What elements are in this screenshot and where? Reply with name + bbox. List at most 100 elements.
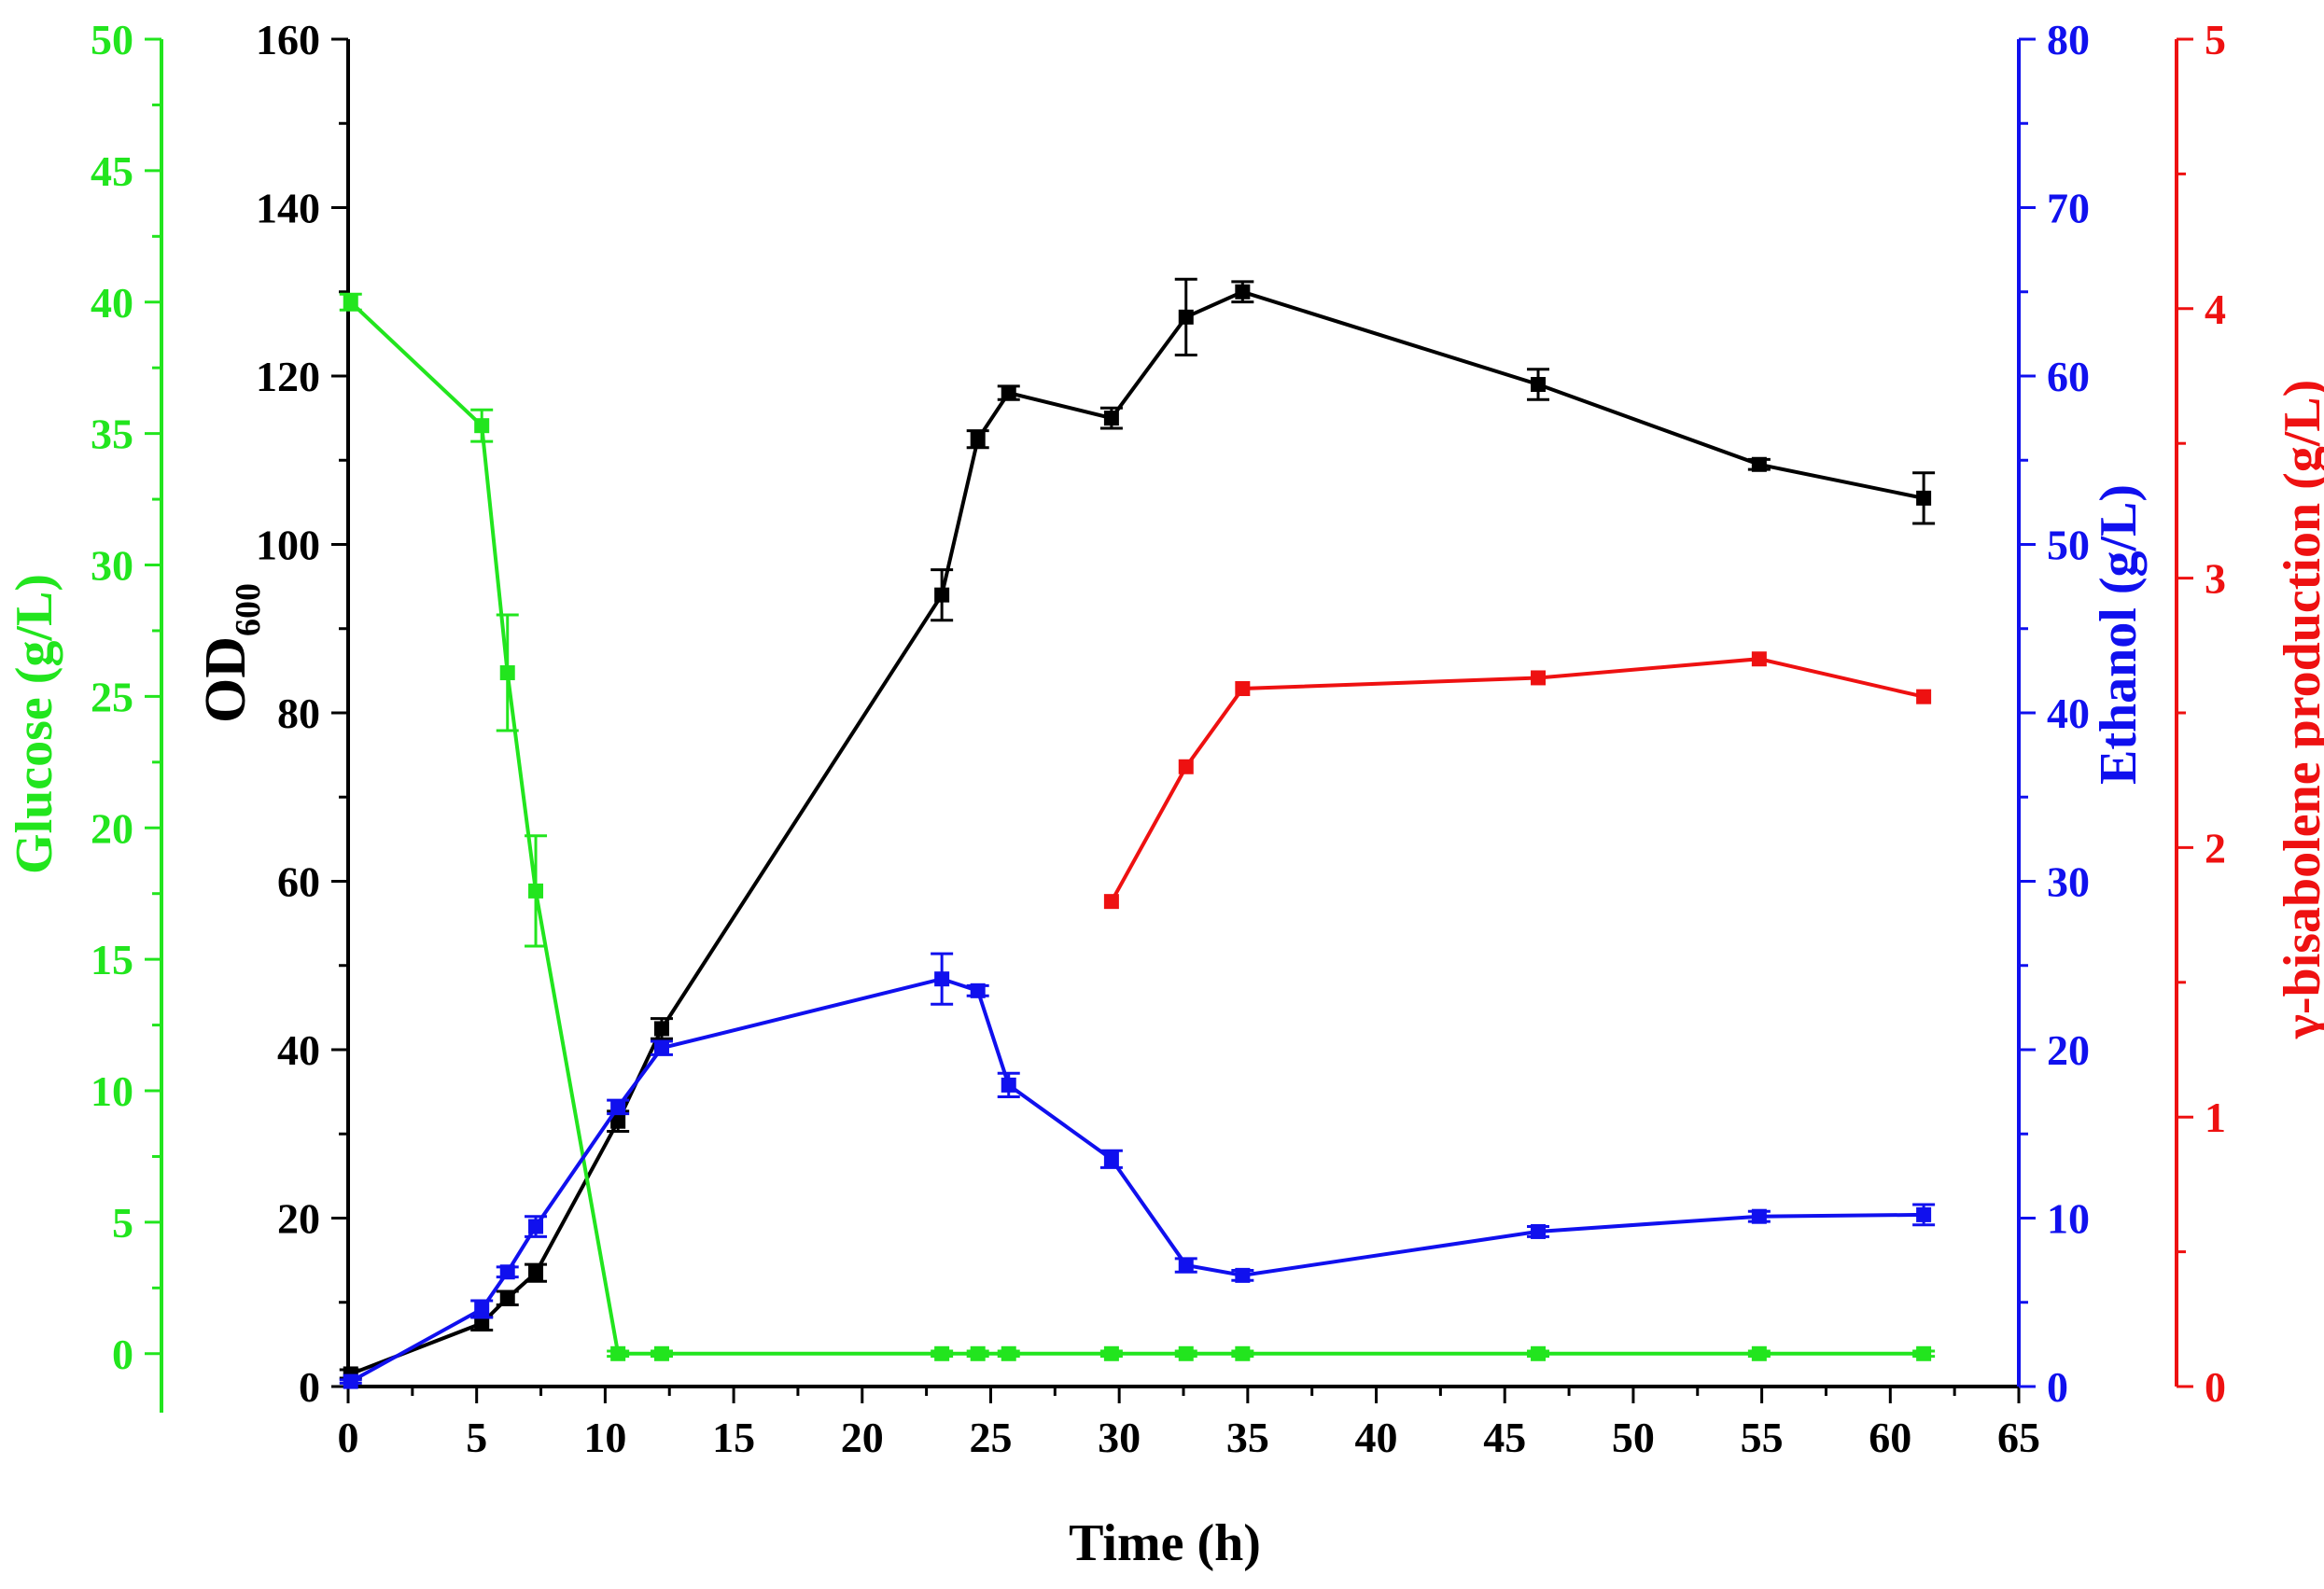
data-point bbox=[528, 1265, 544, 1281]
x-axis: 0 5 10 15 20 25 30 35 40 45 50 55 60 65 bbox=[338, 1385, 2040, 1461]
data-point bbox=[653, 1345, 669, 1361]
glucose-axis: 0 5 10 15 20 25 30 35 40 45 50 bbox=[91, 16, 163, 1413]
data-point bbox=[1103, 1345, 1119, 1361]
od-axis: 0 20 40 60 80 100 120 140 160 bbox=[256, 16, 350, 1411]
data-point bbox=[1178, 759, 1194, 774]
od-tick-label: 140 bbox=[256, 185, 320, 232]
data-point bbox=[1178, 1258, 1194, 1274]
x-tick-label: 55 bbox=[1741, 1414, 1784, 1461]
series--bisabolene bbox=[1103, 651, 1932, 910]
glucose-tick-label: 40 bbox=[91, 279, 133, 327]
data-point bbox=[610, 1113, 626, 1129]
x-tick-label: 65 bbox=[1997, 1414, 2040, 1461]
data-point bbox=[1751, 1208, 1767, 1224]
data-point bbox=[1916, 490, 1932, 506]
x-tick-label: 30 bbox=[1098, 1414, 1141, 1461]
data-point bbox=[1916, 1206, 1932, 1222]
od-label-main: OD bbox=[194, 636, 258, 723]
data-point bbox=[499, 1290, 515, 1306]
glucose-tick-label: 5 bbox=[112, 1199, 133, 1247]
data-point bbox=[1001, 385, 1016, 401]
data-point bbox=[1178, 309, 1194, 325]
data-point bbox=[1916, 689, 1932, 704]
bisabolene-axis: 0 1 2 3 4 5 bbox=[2175, 16, 2226, 1411]
data-point bbox=[970, 1345, 986, 1361]
od-tick-label: 120 bbox=[256, 353, 320, 400]
x-tick-label: 5 bbox=[466, 1414, 487, 1461]
series-layer bbox=[339, 277, 1936, 1389]
x-tick-label: 50 bbox=[1612, 1414, 1655, 1461]
od-tick-label: 160 bbox=[256, 16, 320, 63]
ethanol-axis-title: Ethanol (g/L) bbox=[2090, 484, 2148, 785]
data-point bbox=[474, 1316, 490, 1331]
ethanol-tick-label: 0 bbox=[2047, 1363, 2068, 1411]
od-tick-label: 20 bbox=[277, 1195, 320, 1243]
ethanol-tick-label: 80 bbox=[2047, 16, 2090, 63]
glucose-axis-title: Glucose (g/L) bbox=[6, 574, 63, 874]
od-tick-label: 0 bbox=[299, 1363, 320, 1411]
data-point bbox=[1103, 1151, 1119, 1167]
data-point bbox=[934, 1345, 950, 1361]
data-point bbox=[1531, 1345, 1547, 1361]
ethanol-tick-label: 30 bbox=[2047, 858, 2090, 906]
x-tick-label: 40 bbox=[1355, 1414, 1398, 1461]
glucose-tick-label: 30 bbox=[91, 542, 133, 590]
series-line bbox=[1110, 657, 1925, 903]
ethanol-tick-label: 20 bbox=[2047, 1026, 2090, 1074]
data-point bbox=[1751, 651, 1767, 667]
axes-layer: 0 5 10 15 20 25 30 35 40 45 50 55 60 6505101520253035… bbox=[91, 16, 2226, 1461]
bisabolene-tick-label: 3 bbox=[2205, 555, 2226, 603]
od600-axis-title: OD600 bbox=[194, 583, 268, 723]
data-point bbox=[610, 1345, 626, 1361]
data-point bbox=[1001, 1077, 1016, 1093]
data-point bbox=[474, 1301, 490, 1317]
ethanol-tick-label: 70 bbox=[2047, 185, 2090, 232]
data-point bbox=[499, 1264, 515, 1280]
data-point bbox=[970, 431, 986, 447]
ethanol-tick-label: 10 bbox=[2047, 1195, 2090, 1243]
x-tick-label: 15 bbox=[712, 1414, 755, 1461]
data-point bbox=[474, 418, 490, 434]
series-line bbox=[350, 289, 1925, 1376]
data-point bbox=[1178, 1345, 1194, 1361]
glucose-tick-label: 15 bbox=[91, 936, 133, 983]
data-point bbox=[1531, 1223, 1547, 1239]
od-tick-label: 40 bbox=[277, 1026, 320, 1074]
data-point bbox=[1235, 681, 1251, 697]
data-point bbox=[653, 1021, 669, 1037]
ethanol-tick-label: 60 bbox=[2047, 353, 2090, 400]
data-point bbox=[1235, 1345, 1251, 1361]
x-tick-label: 60 bbox=[1869, 1414, 1911, 1461]
bisabolene-tick-label: 2 bbox=[2205, 824, 2226, 871]
glucose-tick-label: 50 bbox=[91, 16, 133, 63]
od-tick-label: 60 bbox=[277, 858, 320, 906]
bisabolene-tick-label: 5 bbox=[2205, 16, 2226, 63]
data-point bbox=[343, 294, 358, 310]
data-point bbox=[343, 1373, 358, 1389]
x-axis-title: Time (h) bbox=[1069, 1514, 1261, 1572]
data-point bbox=[499, 665, 515, 681]
x-tick-label: 20 bbox=[841, 1414, 884, 1461]
data-point bbox=[934, 587, 950, 603]
data-point bbox=[653, 1040, 669, 1056]
glucose-tick-label: 0 bbox=[112, 1331, 133, 1378]
data-point bbox=[528, 1219, 544, 1234]
x-tick-label: 0 bbox=[338, 1414, 359, 1461]
data-point bbox=[1235, 1267, 1251, 1283]
bisabolene-tick-label: 0 bbox=[2205, 1363, 2226, 1411]
od-tick-label: 80 bbox=[277, 690, 320, 737]
bisabolene-tick-label: 4 bbox=[2205, 286, 2226, 333]
glucose-tick-label: 20 bbox=[91, 804, 133, 852]
ethanol-tick-label: 40 bbox=[2047, 690, 2090, 737]
data-point bbox=[528, 883, 544, 899]
ethanol-tick-label: 50 bbox=[2047, 522, 2090, 569]
data-point bbox=[1103, 411, 1119, 426]
ethanol-axis: 0 10 20 30 40 50 60 70 80 bbox=[2017, 16, 2090, 1411]
data-point bbox=[610, 1099, 626, 1115]
data-point bbox=[1001, 1345, 1016, 1361]
data-point bbox=[1235, 284, 1251, 300]
glucose-tick-label: 25 bbox=[91, 673, 133, 720]
series-od600 bbox=[339, 277, 1936, 1382]
bisabolene-axis-title: γ-bisabolene production (g/L) bbox=[2274, 380, 2324, 1040]
